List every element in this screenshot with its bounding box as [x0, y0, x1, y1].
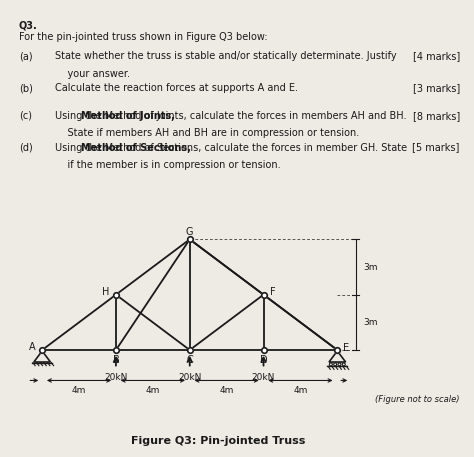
Text: 4m: 4m [219, 386, 234, 395]
Text: your answer.: your answer. [55, 69, 129, 79]
Text: 4m: 4m [146, 386, 160, 395]
Text: 4m: 4m [293, 386, 308, 395]
Text: if the member is in compression or tension.: if the member is in compression or tensi… [55, 160, 280, 170]
Text: (b): (b) [19, 83, 33, 93]
Text: [5 marks]: [5 marks] [412, 143, 460, 153]
Text: A: A [29, 342, 36, 352]
Text: B: B [112, 355, 119, 365]
Text: 20kN: 20kN [178, 373, 201, 382]
Text: (Figure not to scale): (Figure not to scale) [375, 395, 460, 404]
Text: Method of Joints,: Method of Joints, [81, 111, 174, 121]
Text: G: G [186, 227, 193, 237]
Text: Figure Q3: Pin-jointed Truss: Figure Q3: Pin-jointed Truss [131, 436, 305, 446]
Text: H: H [102, 287, 109, 297]
Text: Q3.: Q3. [19, 21, 38, 31]
Text: Using the Method of Joints, calculate the forces in members AH and BH.: Using the Method of Joints, calculate th… [55, 111, 406, 121]
Text: (c): (c) [19, 111, 32, 121]
Text: 20kN: 20kN [104, 373, 128, 382]
Text: Method of Sections,: Method of Sections, [81, 143, 191, 153]
Text: State whether the truss is stable and/or statically determinate. Justify: State whether the truss is stable and/or… [55, 51, 396, 61]
Text: 20kN: 20kN [252, 373, 275, 382]
Text: [4 marks]: [4 marks] [412, 51, 460, 61]
Text: F: F [270, 287, 275, 297]
Text: 3m: 3m [363, 262, 378, 271]
Text: D: D [260, 355, 267, 365]
Text: E: E [344, 343, 350, 353]
Text: (d): (d) [19, 143, 33, 153]
Text: State if members AH and BH are in compression or tension.: State if members AH and BH are in compre… [55, 128, 359, 138]
Text: For the pin-jointed truss shown in Figure Q3 below:: For the pin-jointed truss shown in Figur… [19, 32, 268, 42]
Text: (a): (a) [19, 51, 33, 61]
Text: [8 marks]: [8 marks] [412, 111, 460, 121]
Text: 4m: 4m [72, 386, 86, 395]
Text: Calculate the reaction forces at supports A and E.: Calculate the reaction forces at support… [55, 83, 298, 93]
Text: [3 marks]: [3 marks] [412, 83, 460, 93]
Text: C: C [186, 355, 193, 365]
Text: 3m: 3m [363, 318, 378, 327]
Text: Using the Method of Sections, calculate the forces in member GH. State: Using the Method of Sections, calculate … [55, 143, 407, 153]
